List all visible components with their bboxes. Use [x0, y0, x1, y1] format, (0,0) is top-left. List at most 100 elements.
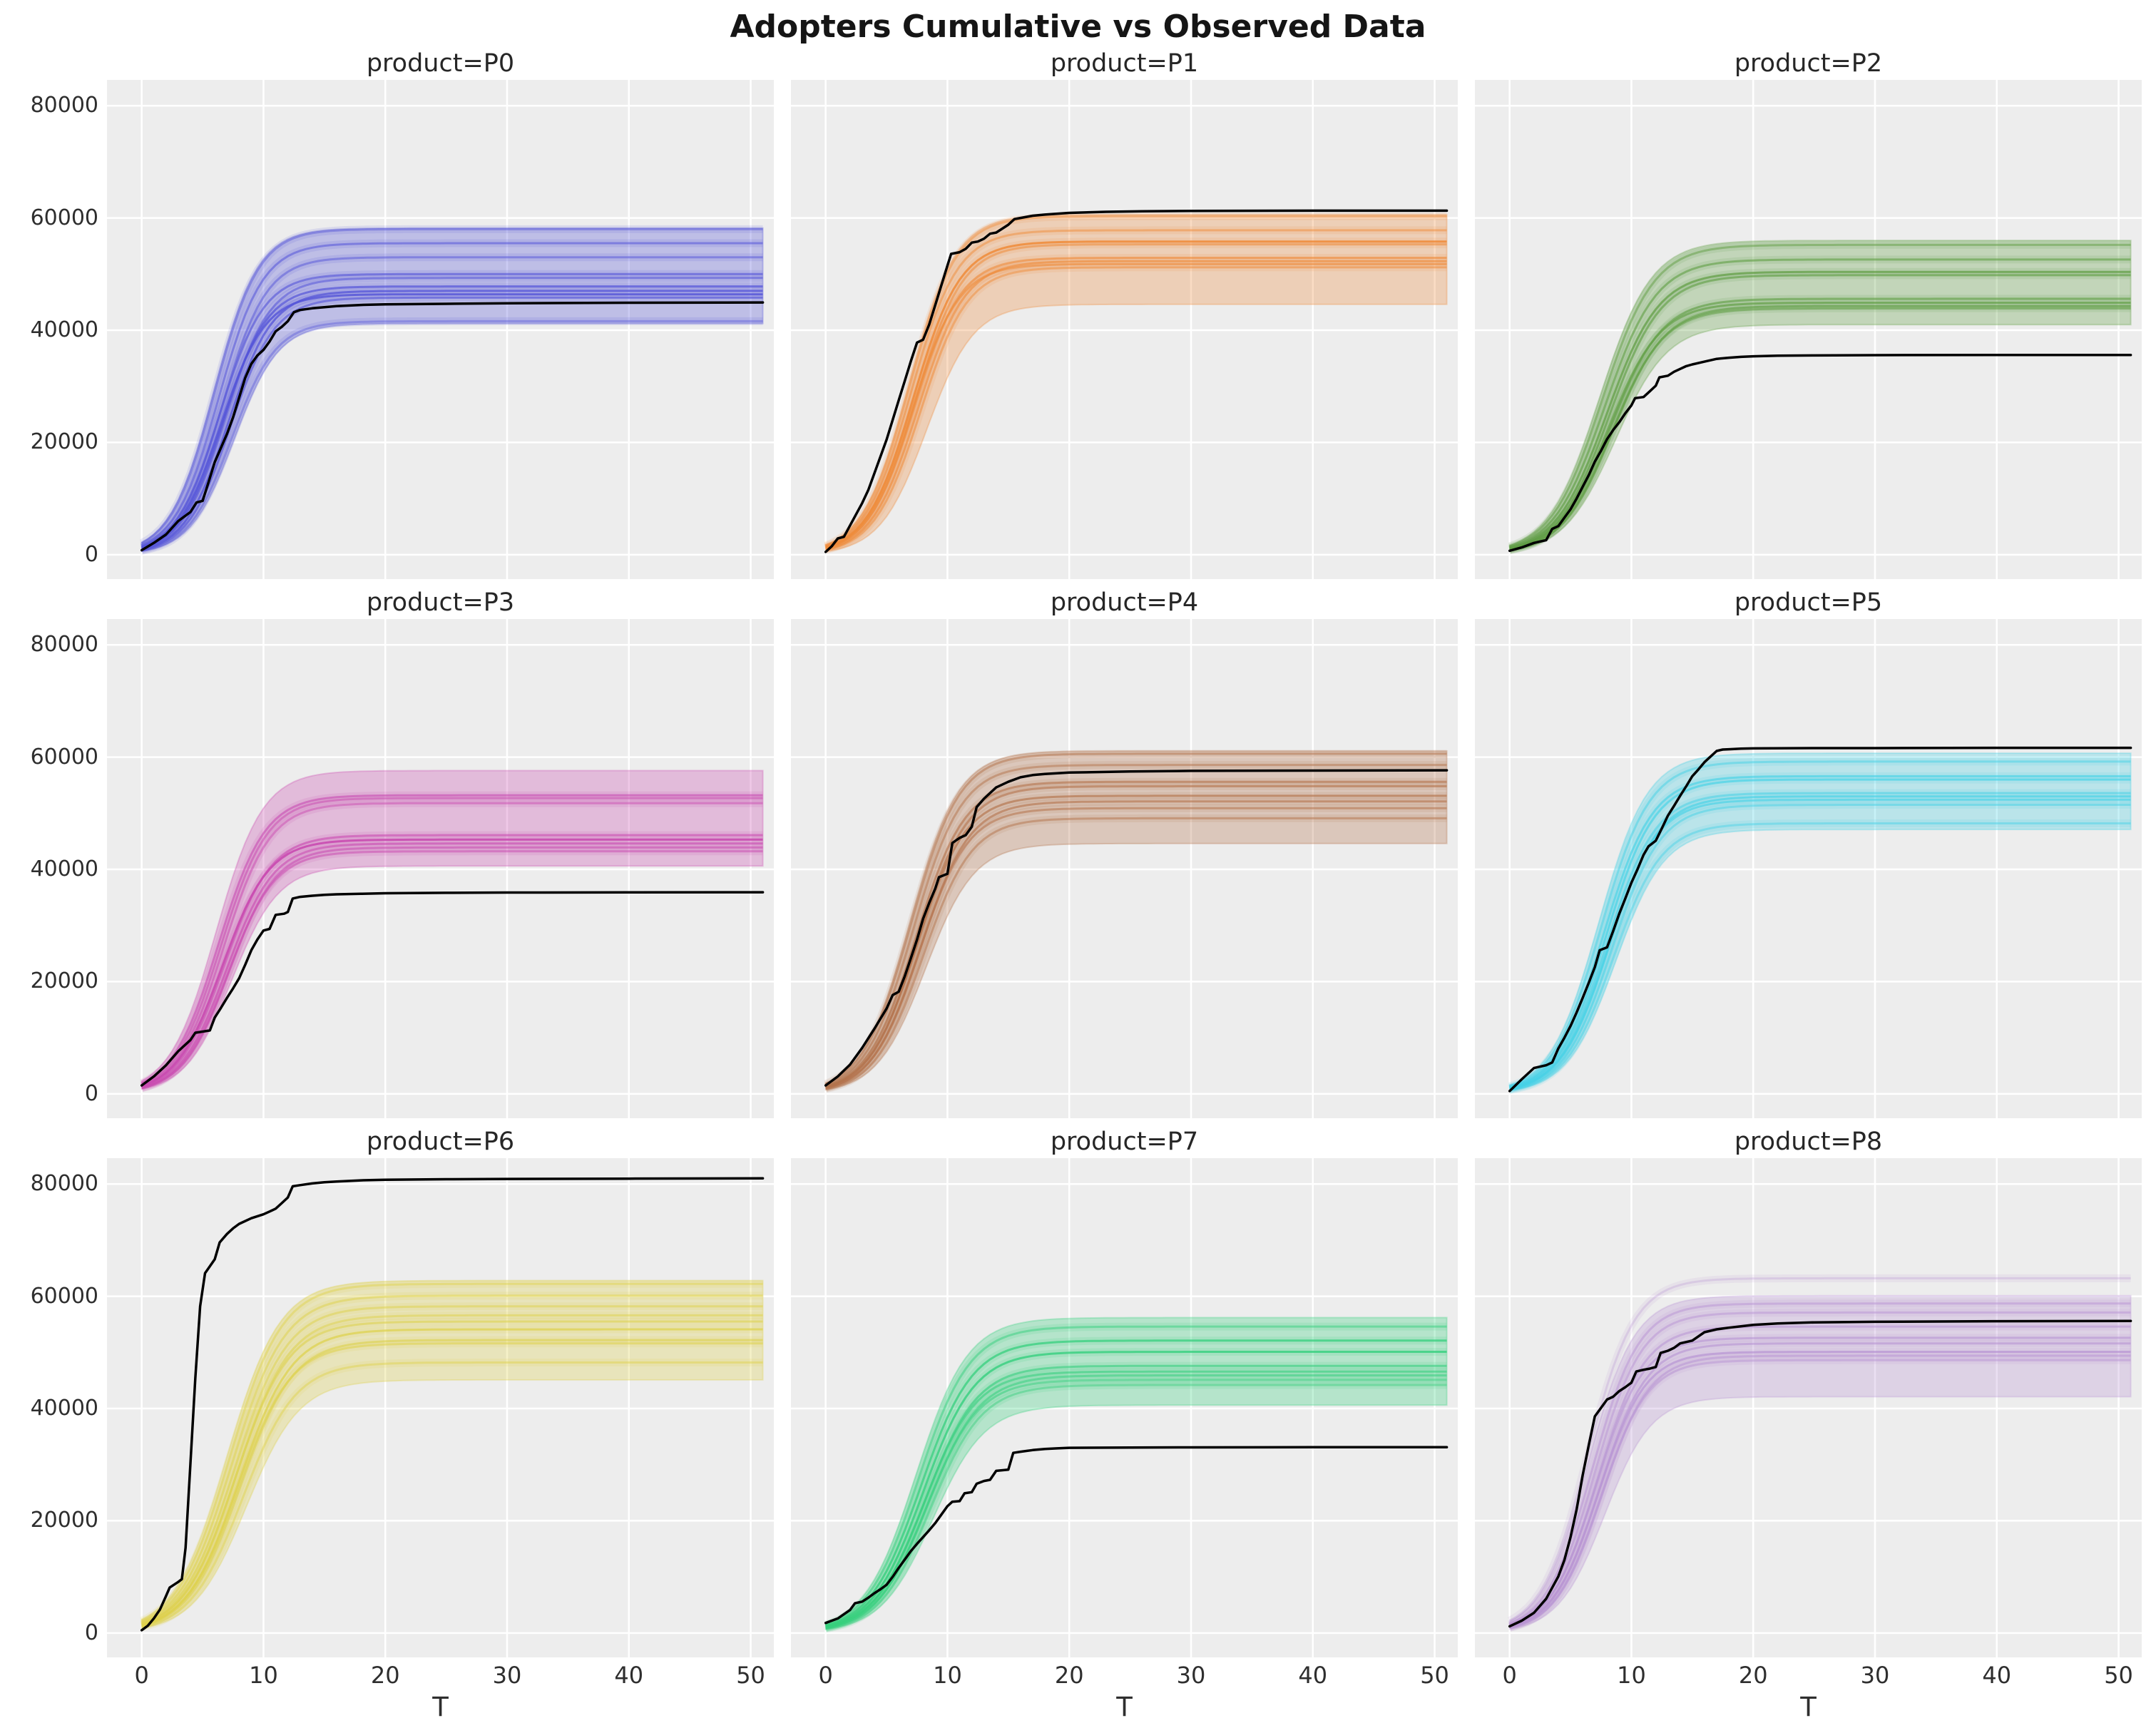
uncertainty-band: [1508, 752, 2132, 1092]
subplot-title-P2: product=P2: [1734, 49, 1883, 78]
draw-line: [1509, 1325, 2131, 1627]
draw-line: [141, 838, 763, 1088]
x-tick-label: 50: [1420, 1662, 1449, 1689]
draw-line: [1509, 270, 2131, 550]
draw-line: [825, 240, 1447, 549]
y-tick-label: 0: [84, 1080, 98, 1106]
draw-line: [141, 842, 763, 1089]
draw-line: [141, 802, 763, 1087]
draw-line: [1509, 778, 2131, 1089]
y-tick-label: 80000: [30, 632, 98, 658]
x-tick-label: 0: [818, 1662, 833, 1689]
draw-line-glow: [140, 1279, 763, 1625]
y-tick-label: 0: [84, 541, 98, 567]
draw-line: [1509, 1311, 2131, 1626]
subplot-title-P7: product=P7: [1050, 1128, 1199, 1156]
x-tick-label: 40: [1298, 1662, 1328, 1689]
x-tick-label: 20: [1738, 1662, 1768, 1689]
draw-line: [141, 290, 763, 551]
draw-line: [825, 1351, 1447, 1628]
draw-line: [1508, 1277, 2131, 1622]
x-tick-label: 10: [933, 1662, 962, 1689]
uncertainty-band: [1508, 1294, 2132, 1630]
y-tick-label: 40000: [30, 1396, 98, 1421]
draw-line: [825, 262, 1447, 549]
panel-P6: [107, 1158, 774, 1657]
y-tick-label: 0: [84, 1620, 98, 1645]
draw-line: [1509, 297, 2131, 551]
y-tick-label: 60000: [30, 744, 98, 770]
draw-line: [1509, 822, 2131, 1091]
panel-P4: [791, 619, 1458, 1118]
panel-P3: [107, 619, 774, 1118]
y-tick-label: 80000: [30, 1171, 98, 1197]
draw-line: [1509, 792, 2131, 1090]
panel-P8: [1475, 1158, 2142, 1657]
x-axis-label: T: [1800, 1692, 1817, 1722]
draw-line: [141, 1305, 763, 1625]
draw-line: [825, 1379, 1447, 1630]
observed-line: [140, 1177, 765, 1632]
draw-line: [141, 794, 763, 1084]
draw-line: [1509, 804, 2131, 1091]
panel-P5: [1475, 619, 2142, 1118]
x-axis-label: T: [1116, 1692, 1133, 1722]
draw-line: [825, 752, 1447, 1085]
draw-line: [141, 293, 763, 549]
uncertainty-band: [824, 750, 1448, 1091]
draw-line: [141, 1282, 763, 1622]
x-tick-label: 30: [1860, 1662, 1890, 1689]
observed-line: [140, 301, 765, 552]
draw-line: [141, 1361, 763, 1629]
draw-line: [141, 797, 763, 1085]
draw-line: [141, 296, 763, 551]
subplot-title-P4: product=P4: [1050, 588, 1199, 617]
draw-line-glow: [1508, 819, 2131, 1094]
observed-line: [824, 769, 1449, 1087]
x-tick-label: 10: [249, 1662, 278, 1689]
draw-line-glow: [1507, 1274, 2131, 1625]
y-tick-label: 20000: [30, 1508, 98, 1533]
draw-line: [141, 1320, 763, 1626]
observed-line: [1508, 746, 2132, 1093]
draw-line: [141, 242, 763, 546]
x-tick-label: 20: [1054, 1662, 1084, 1689]
x-tick-label: 20: [370, 1662, 400, 1689]
draw-line: [825, 1370, 1447, 1629]
draw-line: [1509, 760, 2131, 1088]
x-tick-label: 10: [1617, 1662, 1646, 1689]
draw-line: [825, 1384, 1447, 1630]
x-tick-label: 30: [1176, 1662, 1206, 1689]
subplot-title-P8: product=P8: [1734, 1128, 1883, 1156]
draw-line: [825, 817, 1447, 1090]
panel-P2: [1475, 80, 2142, 579]
observed-line: [1508, 1319, 2132, 1628]
observed-line: [824, 209, 1449, 553]
draw-line: [825, 794, 1447, 1088]
draw-line: [825, 764, 1447, 1086]
draw-line: [141, 256, 763, 548]
draw-line: [141, 850, 763, 1090]
y-tick-label: 40000: [30, 317, 98, 343]
draw-line: [1509, 243, 2131, 548]
x-tick-label: 50: [2104, 1662, 2133, 1689]
draw-line-glow: [824, 212, 1447, 550]
draw-line: [1509, 1336, 2131, 1627]
x-tick-label: 40: [614, 1662, 644, 1689]
draw-line: [141, 319, 763, 552]
draw-line: [1509, 274, 2131, 551]
x-tick-label: 40: [1982, 1662, 2012, 1689]
uncertainty-band: [141, 1279, 764, 1630]
observed-line: [1508, 353, 2132, 553]
draw-line: [1509, 258, 2131, 548]
x-tick-label: 0: [134, 1662, 149, 1689]
draw-line: [825, 229, 1447, 548]
draw-line: [1509, 302, 2131, 551]
x-tick-label: 30: [492, 1662, 522, 1689]
panel-P0: [107, 80, 774, 579]
draw-line: [1509, 1302, 2131, 1625]
subplot-title-P6: product=P6: [366, 1128, 515, 1156]
y-tick-label: 20000: [30, 968, 98, 994]
draw-line: [141, 1342, 763, 1627]
draw-line-glow: [141, 317, 763, 555]
